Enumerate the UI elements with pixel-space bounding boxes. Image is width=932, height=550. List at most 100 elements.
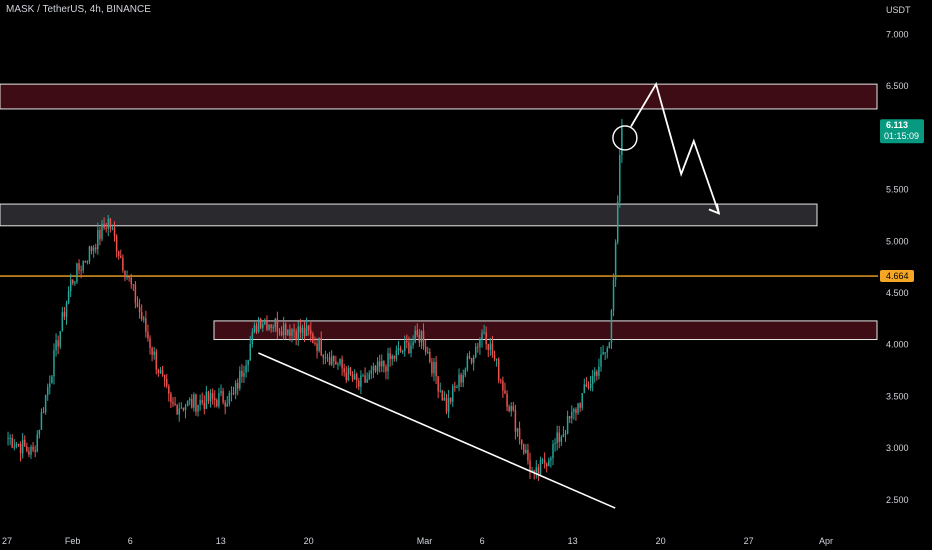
mid-zone	[213, 320, 878, 341]
price-axis[interactable]: USDT 7.000 6.500 5.500 5.000 4.500 4.000 3.500…	[878, 0, 932, 526]
candle-body	[176, 405, 178, 415]
x-tick-label: 6	[128, 536, 133, 546]
candle-body	[320, 338, 322, 356]
zones-layer	[0, 83, 878, 341]
candle-body	[9, 437, 11, 439]
candle-body	[474, 346, 477, 358]
candle-body	[351, 374, 354, 380]
candle-body	[393, 355, 396, 359]
candle-body	[115, 235, 118, 252]
time-axis[interactable]: 27 Feb 6 13 20 Mar 6 13 20 27 Apr	[0, 528, 932, 550]
candle-body	[381, 360, 383, 367]
candle-body	[383, 360, 385, 367]
candle-body	[619, 155, 621, 202]
y-tick-label: 4.000	[886, 340, 909, 350]
candle-body	[345, 372, 348, 381]
candle-body	[264, 321, 266, 325]
candle-body	[406, 341, 408, 343]
candle-body	[404, 341, 406, 351]
retest-zone	[0, 203, 818, 227]
candle-body	[155, 351, 158, 370]
candle-body	[49, 383, 51, 388]
candle-body	[343, 368, 345, 373]
support-badge	[880, 270, 914, 283]
candle-body	[598, 366, 600, 376]
candle-body	[397, 348, 400, 351]
candle-body	[493, 354, 496, 360]
candle-body	[525, 449, 527, 453]
x-tick-label: Mar	[417, 536, 433, 546]
candle-body	[32, 446, 34, 451]
candle-body	[126, 276, 128, 278]
candle-body	[174, 403, 176, 406]
candle-body	[101, 223, 103, 240]
candle-body	[161, 370, 164, 375]
candle-body	[51, 376, 53, 384]
trendline	[258, 352, 616, 509]
projection-path	[630, 81, 720, 214]
candle-body	[433, 361, 435, 374]
candle-body	[40, 412, 43, 430]
candle-body	[431, 361, 433, 374]
candle-body	[539, 460, 542, 475]
candles-layer	[7, 118, 623, 481]
candle-body	[26, 446, 28, 452]
candle-body	[443, 397, 446, 401]
candle-body	[554, 443, 556, 445]
candle-body	[445, 397, 448, 412]
candle-body	[291, 329, 293, 336]
support-badge-label: 4.664	[886, 271, 909, 281]
candle-body	[368, 373, 370, 380]
candle-body	[46, 387, 49, 396]
candle-body	[140, 312, 143, 320]
candle-body	[53, 350, 55, 377]
candle-body	[481, 333, 483, 340]
candle-body	[497, 359, 500, 381]
candle-body	[172, 402, 174, 404]
candle-body	[82, 261, 84, 271]
candle-body	[143, 318, 145, 320]
candle-body	[84, 261, 87, 263]
candle-body	[299, 326, 302, 333]
candle-body	[255, 325, 258, 332]
candle-body	[330, 356, 333, 365]
candle-body	[435, 361, 437, 377]
chart-title: MASK / TetherUS, 4h, BINANCE	[6, 4, 151, 15]
candle-body	[341, 359, 343, 369]
candle-body	[151, 347, 153, 355]
candle-body	[401, 350, 404, 352]
candle-body	[322, 355, 325, 358]
candle-body	[103, 223, 105, 229]
candle-body	[295, 331, 297, 340]
candle-body	[232, 393, 235, 395]
candle-body	[355, 374, 358, 381]
x-tick-label: 13	[216, 536, 226, 546]
candle-body	[429, 351, 431, 362]
resistance-zone	[0, 83, 878, 110]
candle-body	[234, 383, 237, 394]
candle-body	[387, 353, 389, 372]
candle-body	[36, 434, 39, 452]
candle-body	[416, 330, 419, 335]
candle-body	[426, 351, 429, 353]
candle-body	[483, 332, 485, 334]
projection-arrowhead	[708, 203, 721, 215]
candle-body	[328, 357, 331, 365]
candle-body	[57, 340, 59, 347]
candle-body	[439, 390, 441, 392]
candle-body	[145, 318, 147, 332]
candle-body	[316, 343, 318, 351]
candle-body	[318, 338, 320, 351]
candle-body	[410, 345, 412, 354]
candle-body	[418, 334, 421, 343]
candle-body	[30, 446, 32, 455]
candle-body	[282, 324, 285, 336]
candle-body	[462, 375, 464, 383]
candle-body	[280, 331, 283, 336]
candle-body	[253, 325, 256, 333]
candle-body	[38, 429, 41, 435]
candle-body	[477, 346, 479, 348]
candle-body	[105, 228, 107, 230]
candle-body	[307, 325, 310, 331]
